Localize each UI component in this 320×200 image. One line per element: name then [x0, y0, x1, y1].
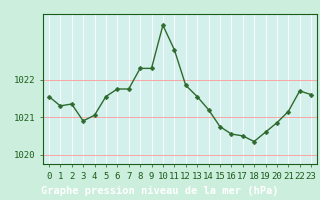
Text: Graphe pression niveau de la mer (hPa): Graphe pression niveau de la mer (hPa) — [41, 186, 279, 196]
